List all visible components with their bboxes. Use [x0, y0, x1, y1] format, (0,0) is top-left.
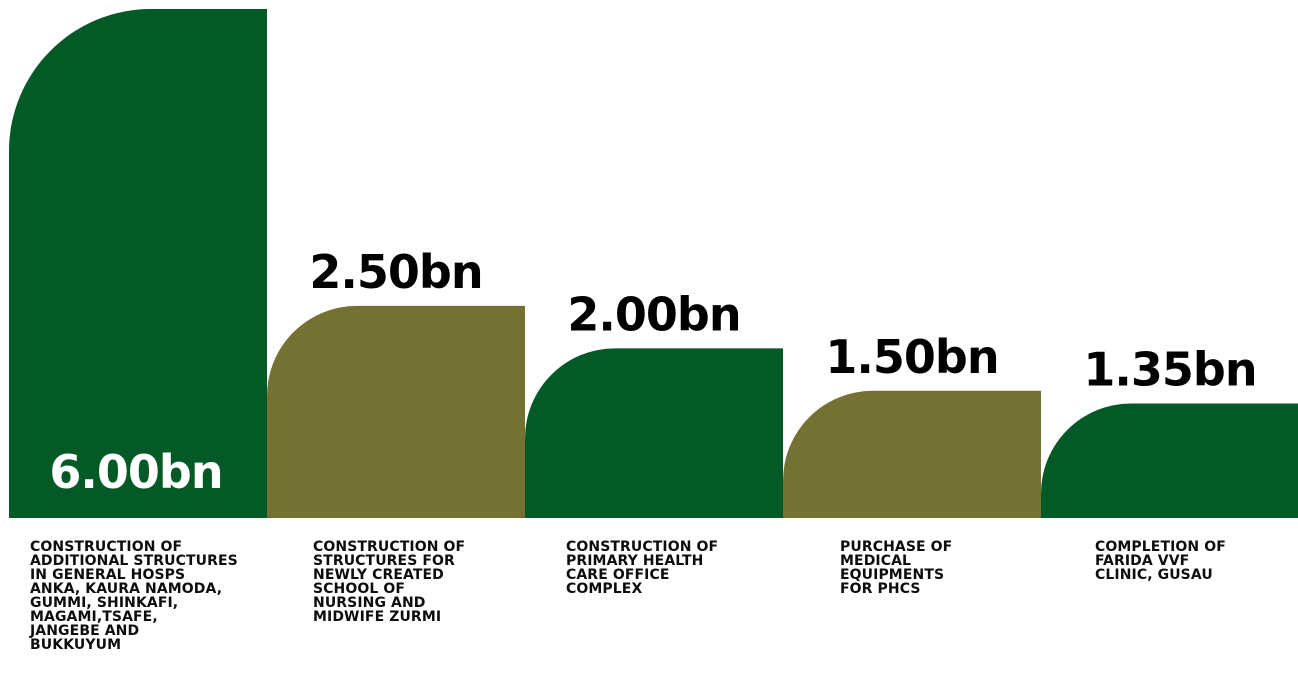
bar-2	[267, 305, 525, 518]
category-label-3: CONSTRUCTION OF PRIMARY HEALTH CARE OFFI…	[566, 539, 719, 597]
category-label-5: COMPLETION OF FARIDA VVF CLINIC, GUSAU	[1095, 539, 1226, 583]
value-label-4: 1.50bn	[825, 330, 998, 384]
category-label-4: PURCHASE OF MEDICAL EQUIPMENTS FOR PHCS	[840, 539, 953, 597]
value-label-2: 2.50bn	[309, 245, 482, 299]
value-label-1: 6.00bn	[49, 445, 222, 499]
category-label-1: CONSTRUCTION OF ADDITIONAL STRUCTURES IN…	[30, 539, 238, 653]
value-label-3: 2.00bn	[567, 287, 740, 341]
bar-3	[525, 348, 783, 518]
bar-1	[9, 9, 267, 518]
value-label-5: 1.35bn	[1083, 342, 1256, 396]
bar-4	[783, 390, 1041, 518]
category-label-2: CONSTRUCTION OF STRUCTURES FOR NEWLY CRE…	[313, 539, 466, 625]
bar-5	[1041, 403, 1298, 518]
